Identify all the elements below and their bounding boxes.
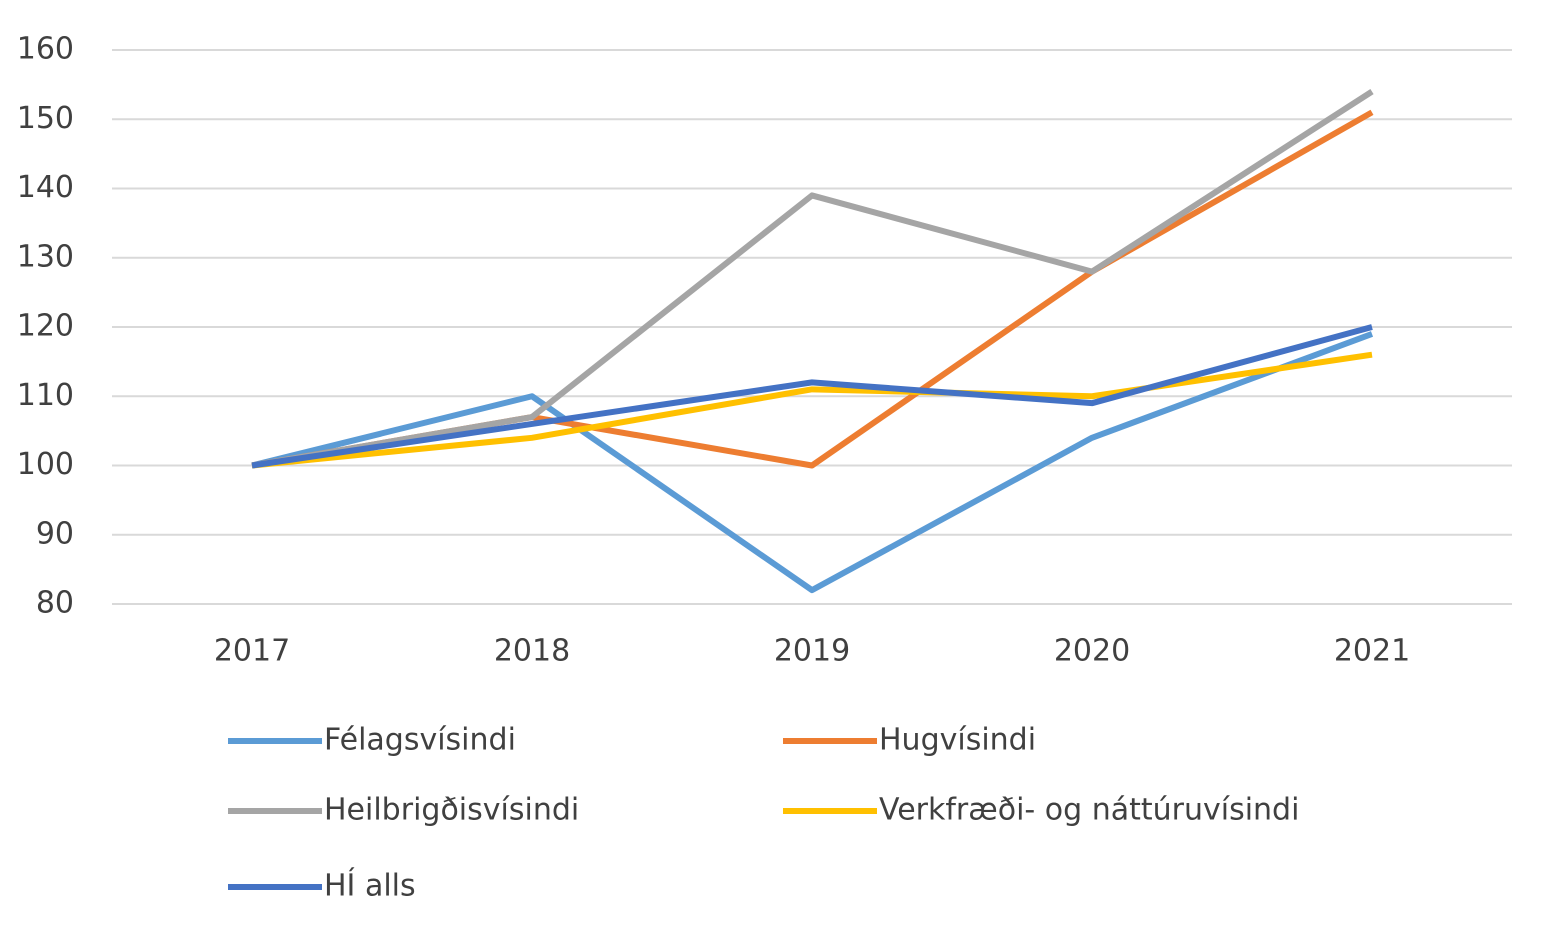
- y-tick-label: 120: [17, 309, 74, 344]
- y-tick-label: 90: [36, 516, 74, 551]
- y-tick-label: 160: [17, 32, 74, 67]
- legend-label: Félagsvísindi: [324, 723, 516, 758]
- legend-label: Verkfræði- og náttúruvísindi: [879, 793, 1299, 828]
- y-tick-label: 130: [17, 239, 74, 274]
- series-line: [251, 89, 1374, 469]
- y-tick-label: 140: [17, 170, 74, 205]
- series-line: [251, 351, 1373, 469]
- x-tick-label: 2021: [1334, 634, 1410, 669]
- x-tick-label: 2020: [1054, 634, 1130, 669]
- x-tick-label: 2017: [214, 634, 290, 669]
- legend-label: HÍ alls: [324, 868, 416, 904]
- y-tick-label: 80: [36, 586, 74, 621]
- y-tick-label: 110: [17, 378, 74, 413]
- y-tick-label: 100: [17, 447, 74, 482]
- series-line: [251, 331, 1374, 594]
- x-tick-label: 2018: [494, 634, 570, 669]
- y-tick-label: 150: [17, 101, 74, 136]
- series-line: [251, 109, 1374, 469]
- series-line: [251, 324, 1373, 469]
- x-tick-label: 2019: [774, 634, 850, 669]
- legend-label: Hugvísindi: [879, 723, 1036, 758]
- legend-label: Heilbrigðisvísindi: [324, 793, 579, 828]
